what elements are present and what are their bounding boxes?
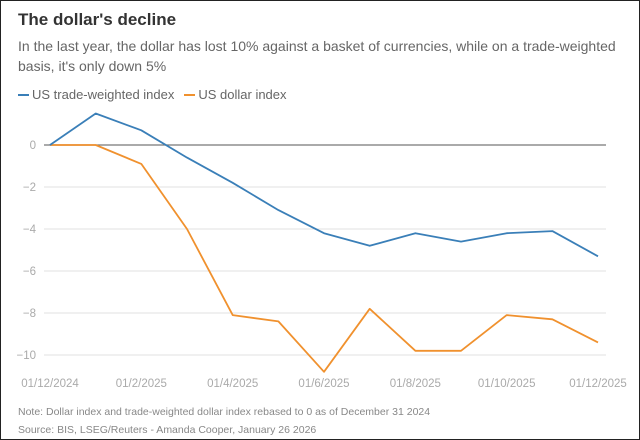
y-tick-label: −8 bbox=[23, 308, 36, 320]
x-tick-label: 01/10/2025 bbox=[478, 378, 536, 390]
x-tick-label: 01/12/2025 bbox=[569, 378, 627, 390]
legend-swatch-trade-weighted bbox=[18, 93, 29, 96]
x-axis-ticks: 01/12/2024 01/2/2025 01/4/2025 01/6/2025 01/… bbox=[21, 378, 627, 390]
x-tick-label: 01/4/2025 bbox=[207, 378, 258, 390]
chart-title: The dollar's decline bbox=[18, 10, 177, 29]
gridlines bbox=[44, 144, 606, 356]
legend-swatch-dollar-index bbox=[184, 93, 196, 96]
y-tick-label: 0 bbox=[30, 140, 36, 152]
series-lines bbox=[49, 112, 599, 373]
x-tick-label: 01/8/2025 bbox=[390, 378, 441, 390]
series-line-trade-weighted bbox=[49, 112, 599, 258]
y-axis-ticks: 0 −2 −4 −6 −8 −10 bbox=[16, 140, 36, 362]
legend: US trade-weighted index US dollar index bbox=[18, 87, 297, 102]
x-tick-label: 01/12/2024 bbox=[21, 378, 79, 390]
series-line-dollar-index bbox=[50, 144, 599, 373]
legend-label-dollar-index: US dollar index bbox=[198, 87, 287, 102]
y-tick-label: −2 bbox=[23, 182, 36, 194]
chart-note: Note: Dollar index and trade-weighted do… bbox=[18, 406, 431, 418]
legend-item-trade-weighted: US trade-weighted index bbox=[18, 87, 174, 102]
legend-label-trade-weighted: US trade-weighted index bbox=[32, 87, 175, 102]
chart-subtitle: In the last year, the dollar has lost 10… bbox=[18, 38, 616, 74]
y-tick-label: −4 bbox=[23, 224, 37, 236]
x-tick-label: 01/6/2025 bbox=[298, 378, 349, 390]
x-tick-label: 01/2/2025 bbox=[116, 378, 167, 390]
y-tick-label: −10 bbox=[16, 350, 36, 362]
legend-item-dollar-index: US dollar index bbox=[184, 87, 287, 102]
chart-source: Source: BIS, LSEG/Reuters - Amanda Coope… bbox=[18, 424, 317, 436]
y-tick-label: −6 bbox=[23, 266, 36, 278]
